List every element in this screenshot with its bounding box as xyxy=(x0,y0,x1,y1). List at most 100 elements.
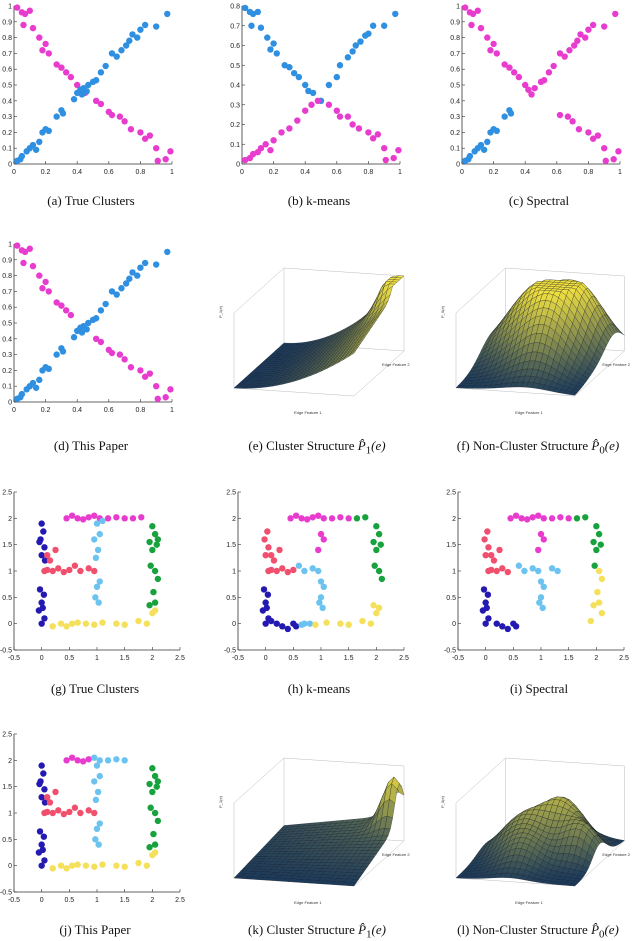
data-point xyxy=(36,780,43,788)
x-tick-label: 0.5 xyxy=(64,655,74,662)
data-point xyxy=(108,288,116,295)
data-point xyxy=(535,567,542,575)
data-point xyxy=(557,514,564,521)
y-tick-label: 1 xyxy=(8,569,12,576)
y-tick-label: 0.3 xyxy=(2,114,12,121)
data-point xyxy=(146,132,154,139)
scatter-this-paper-grid: -0.5 0 0.5 1 1.5 2 2.5 -0.5 0 0.5 1 1.5 2 2.5 xyxy=(0,732,185,905)
data-point xyxy=(593,523,600,530)
data-point xyxy=(390,154,397,162)
data-point xyxy=(316,599,323,606)
data-point xyxy=(512,623,520,630)
data-point xyxy=(345,515,352,522)
data-point xyxy=(36,376,43,384)
y-tick-label: 2 xyxy=(8,758,12,765)
data-point xyxy=(501,61,508,68)
data-point xyxy=(482,552,489,559)
data-point xyxy=(97,307,105,314)
data-point xyxy=(564,113,572,120)
panel-c: 0 0.2 0.4 0.6 0.8 1 0 0.1 0.2 0.3 0.4 0.5 0.6 0.7 0.8 0… xyxy=(448,0,630,215)
surface-box-edge xyxy=(455,877,575,887)
y-tick-label: 1 xyxy=(8,811,12,818)
data-point xyxy=(151,841,159,848)
data-point xyxy=(149,546,156,554)
data-point xyxy=(147,804,154,811)
data-point xyxy=(512,512,520,519)
data-point xyxy=(370,538,377,546)
y-tick-label: 0.5 xyxy=(450,83,460,90)
data-point xyxy=(359,617,366,625)
data-point xyxy=(490,40,497,48)
data-point xyxy=(85,807,92,814)
data-point xyxy=(20,21,27,29)
data-point xyxy=(151,599,159,606)
x-tick-label: 0.6 xyxy=(104,169,114,176)
data-point xyxy=(302,81,309,89)
data-point xyxy=(328,515,336,522)
data-point xyxy=(36,34,43,41)
data-point xyxy=(295,562,303,569)
data-point xyxy=(535,546,542,554)
y-tick-label: 1.5 xyxy=(2,542,12,549)
data-point xyxy=(121,356,128,363)
data-point xyxy=(78,329,86,336)
surface-box-edge xyxy=(505,267,625,277)
data-point xyxy=(536,599,543,606)
caption-k: (k) Cluster Structure P̂1(e) xyxy=(248,922,386,941)
data-point xyxy=(82,620,90,627)
data-point xyxy=(93,520,101,527)
data-point xyxy=(36,586,44,593)
y-tick-label: 0.1 xyxy=(2,384,12,391)
data-point xyxy=(113,756,120,763)
data-point xyxy=(317,594,325,601)
data-point xyxy=(153,23,160,30)
y-tick-label: 0 xyxy=(452,621,456,628)
data-point xyxy=(344,54,352,61)
data-point xyxy=(392,10,399,18)
data-point xyxy=(38,520,45,527)
data-point xyxy=(260,586,268,593)
y-tick-label: 2 xyxy=(452,516,456,523)
data-point xyxy=(262,620,269,627)
y-tick-label: 0.3 xyxy=(450,114,460,121)
data-point xyxy=(262,552,269,559)
y-tick-label: 0.9 xyxy=(2,19,12,26)
data-point xyxy=(121,863,128,870)
data-point xyxy=(493,620,500,627)
data-point xyxy=(59,348,67,355)
data-point xyxy=(337,620,344,627)
data-point xyxy=(615,148,622,155)
data-point xyxy=(598,575,606,583)
data-point xyxy=(273,620,280,627)
data-point xyxy=(585,26,592,33)
panel-e: P_1(e) Edge Feature 1 Edge Feature 2 (e) C… xyxy=(214,238,420,458)
y-tick-label: 1 xyxy=(232,569,236,576)
data-point xyxy=(264,528,271,535)
panel-h: -0.5 0 0.5 1 1.5 2 2.5 -0.5 0 0.5 1 1.5 2 2.5 (h) k-m… xyxy=(224,486,414,701)
data-point xyxy=(582,34,589,41)
x-tick-label: -0.5 xyxy=(232,655,244,662)
data-point xyxy=(21,10,29,18)
data-point xyxy=(39,846,46,854)
data-point xyxy=(108,349,116,357)
data-point xyxy=(141,373,149,380)
data-point xyxy=(570,42,578,49)
y-tick-label: 0.3 xyxy=(230,102,240,109)
data-point xyxy=(113,514,120,521)
data-point xyxy=(484,138,491,146)
data-point xyxy=(38,620,45,627)
data-point xyxy=(44,566,51,574)
data-point xyxy=(561,53,568,60)
data-point xyxy=(36,272,43,279)
data-point xyxy=(41,557,49,564)
data-point xyxy=(537,594,545,601)
data-point xyxy=(301,567,308,575)
data-point xyxy=(575,126,583,133)
data-point xyxy=(382,156,389,164)
data-point xyxy=(68,512,76,519)
y-tick-label: 0.8 xyxy=(450,35,460,42)
x-tick-label: -0.5 xyxy=(8,655,20,662)
data-point xyxy=(481,536,488,543)
data-point xyxy=(91,778,98,785)
data-point xyxy=(141,259,149,267)
